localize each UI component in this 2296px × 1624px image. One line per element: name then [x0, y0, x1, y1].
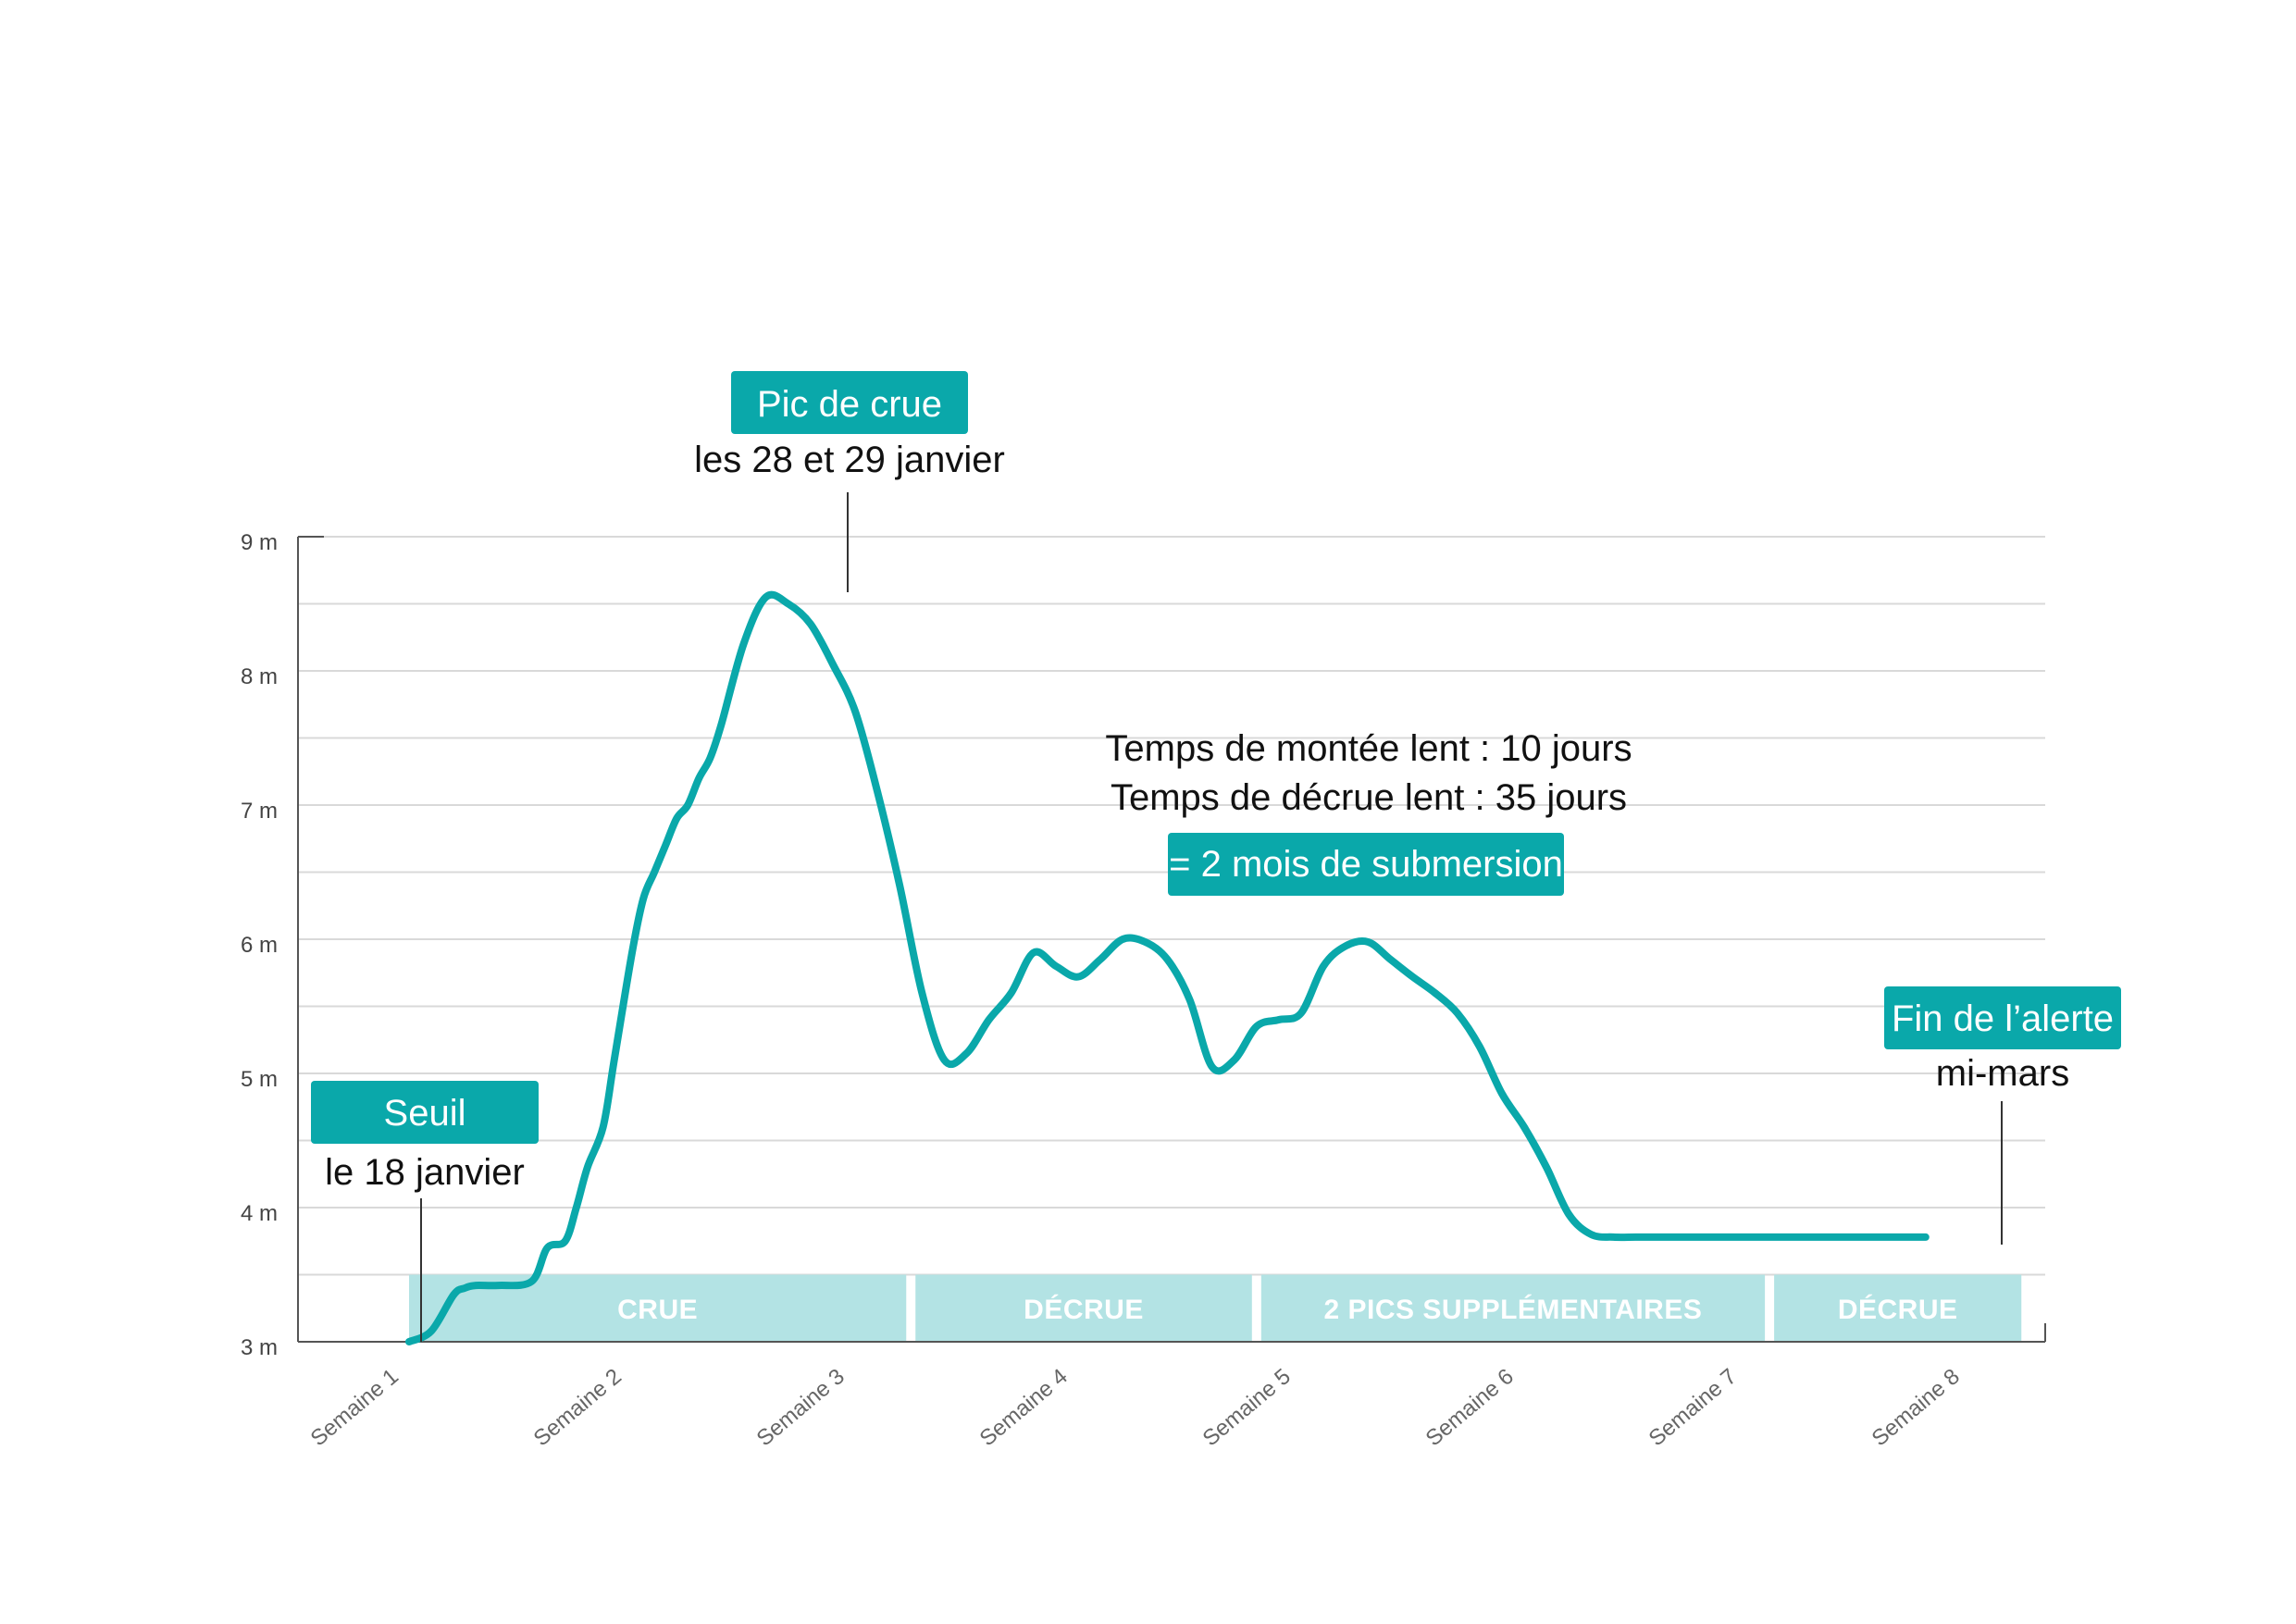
x-tick-labels: Semaine 1 Semaine 2 Semaine 3 Semaine 4 Sema… [306, 1364, 1965, 1451]
pic-annotation: Pic de crue les 28 et 29 janvier [694, 371, 1005, 592]
y-tick-label: 5 m [241, 1067, 278, 1092]
pic-badge [731, 371, 968, 434]
phase-label: DÉCRUE [1838, 1294, 1958, 1325]
x-tick-label: Semaine 7 [1644, 1364, 1742, 1451]
summary-line-1: Temps de montée lent : 10 jours [1105, 728, 1632, 769]
seuil-badge [311, 1081, 539, 1144]
phase-label: CRUE [617, 1295, 698, 1325]
pic-badge-text: Pic de crue [757, 384, 942, 425]
summary-annotation: Temps de montée lent : 10 jours Temps de… [1105, 728, 1632, 896]
pic-date-text: les 28 et 29 janvier [694, 440, 1005, 480]
phase-band [915, 1274, 1252, 1342]
phase-bands: CRUE DÉCRUE 2 PICS SUPPLÉMENTAIRES DÉCRUE [409, 1274, 2022, 1342]
x-tick-label: Semaine 5 [1198, 1364, 1296, 1451]
y-tick-label: 6 m [241, 933, 278, 958]
summary-line-2: Temps de décrue lent : 35 jours [1111, 777, 1627, 818]
y-tick-label: 8 m [241, 664, 278, 689]
axes [297, 536, 2046, 1343]
x-tick-label: Semaine 2 [529, 1364, 627, 1451]
water-level-line [405, 590, 1930, 1345]
y-tick-label: 4 m [241, 1201, 278, 1226]
x-tick-label: Semaine 4 [975, 1364, 1073, 1451]
summary-badge-text: = 2 mois de submersion [1169, 844, 1563, 885]
fin-date-text: mi-mars [1936, 1053, 2069, 1094]
grid-lines [298, 536, 2045, 1276]
y-tick-label: 7 m [241, 799, 278, 824]
phase-label: DÉCRUE [1024, 1294, 1144, 1325]
x-tick-label: Semaine 3 [752, 1364, 850, 1451]
phase-band [1260, 1274, 1766, 1342]
phase-band [1774, 1274, 2022, 1342]
fin-badge-text: Fin de l’alerte [1892, 998, 2114, 1039]
seuil-annotation: Seuil le 18 janvier [311, 1081, 539, 1342]
summary-badge [1168, 833, 1564, 896]
x-tick-label: Semaine 8 [1868, 1364, 1965, 1451]
fin-badge [1884, 986, 2121, 1049]
fin-annotation: Fin de l’alerte mi-mars [1884, 986, 2121, 1245]
y-tick-labels: 3 m 4 m 5 m 6 m 7 m 8 m 9 m [241, 530, 278, 1360]
y-tick-label: 9 m [241, 530, 278, 555]
seuil-badge-text: Seuil [384, 1093, 466, 1134]
phase-label: 2 PICS SUPPLÉMENTAIRES [1324, 1294, 1703, 1325]
x-tick-label: Semaine 6 [1421, 1364, 1519, 1451]
x-tick-label: Semaine 1 [306, 1364, 403, 1451]
y-tick-label: 3 m [241, 1335, 278, 1360]
seuil-date-text: le 18 janvier [325, 1152, 525, 1193]
